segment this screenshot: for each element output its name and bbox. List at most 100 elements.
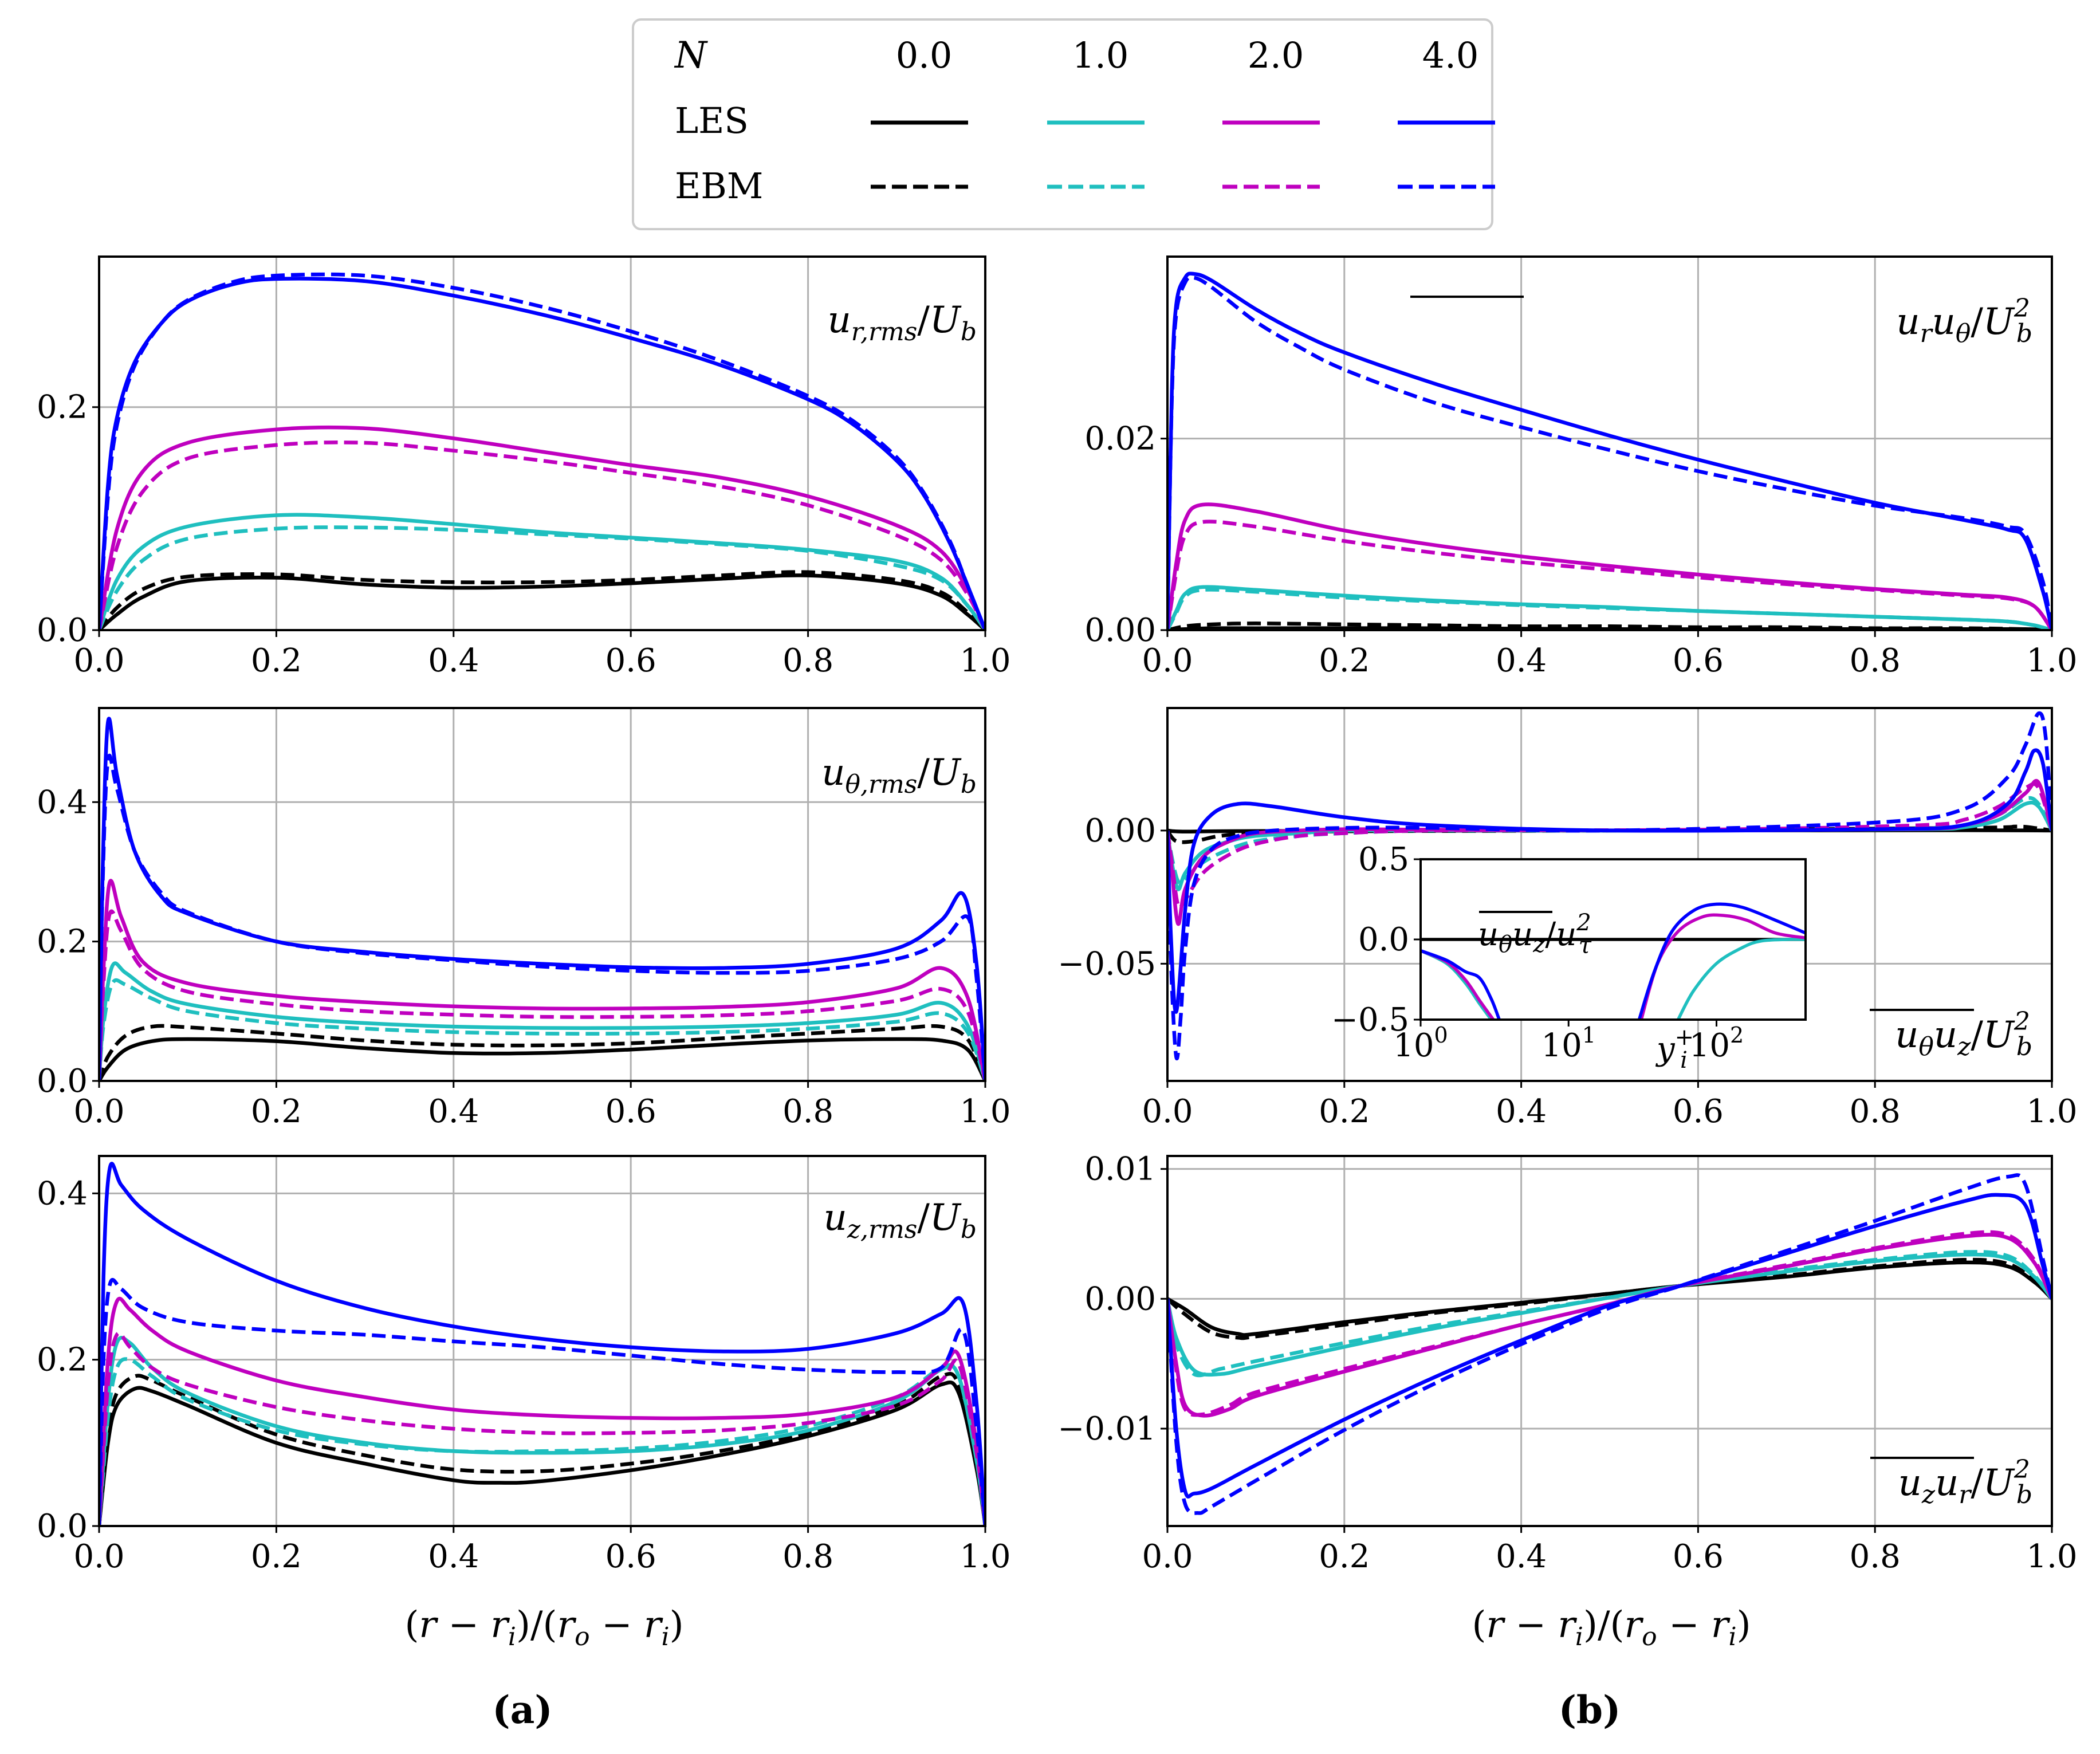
series-ebm-n-4-0 xyxy=(1167,275,2052,630)
x-tick-label: 0.2 xyxy=(1319,1093,1370,1130)
x-tick-label: 0.4 xyxy=(1496,642,1547,679)
series-ebm-n-4-0 xyxy=(99,272,985,630)
panel-b-uz-ur: 0.0 0.2 0.4 0.6 0.8 1.0 −0.01 0.00 0.01 xyxy=(1057,1151,2077,1575)
x-tick-label: 0.2 xyxy=(1319,1538,1370,1575)
x-tick-label: 1.0 xyxy=(959,1538,1010,1575)
x-tick-label: 0.2 xyxy=(251,642,302,679)
x-tick-label: 0.8 xyxy=(1850,642,1901,679)
axes-frame xyxy=(1166,1155,2053,1527)
series-les-n-0-0 xyxy=(99,1381,985,1526)
x-tick-label: 0.8 xyxy=(1850,1093,1901,1130)
svg-text:uruθ/U2b: uruθ/U2 b xyxy=(1896,294,2032,348)
series-les-n-4-0-near-wall xyxy=(1421,949,1501,1020)
series-les-n-1-0 xyxy=(99,961,985,1081)
title-inset: uθuz/u2 τ xyxy=(1478,910,1592,959)
inset-utheta-uz-wall-units: 100 101 102 −0.5 0.0 0.5 xyxy=(1331,841,1807,1064)
y-tick-label: 0.2 xyxy=(37,389,88,426)
series-ebm-n-4-0 xyxy=(1167,1173,2052,1515)
series-ebm-n-2-0 xyxy=(99,909,985,1081)
x-tick-label: 0.6 xyxy=(1673,1093,1724,1130)
title-utheta-uz: uθuz/U2 b xyxy=(1870,1007,2032,1061)
x-tick-label: 0.8 xyxy=(782,642,833,679)
x-tick-label: 0.2 xyxy=(251,1538,302,1575)
x-tick-label: 0.0 xyxy=(73,1093,124,1130)
y-tick-label: 0.0 xyxy=(37,1063,88,1100)
series-ebm-n-0-0 xyxy=(99,1371,985,1526)
legend-value-3: 4.0 xyxy=(1422,34,1479,76)
x-tick-label: 0.2 xyxy=(1319,642,1370,679)
y-tick-label: 0.5 xyxy=(1358,841,1409,878)
title-ur-utheta: uruθ/U2 b xyxy=(1410,294,2032,348)
y-tick-label: 0.4 xyxy=(37,1175,88,1212)
series-les-n-4-0 xyxy=(1167,272,2052,630)
legend: N 0.0 1.0 2.0 4.0 LES EBM xyxy=(632,18,1495,230)
panel-a-utheta-rms: 0.0 0.2 0.4 0.6 0.8 1.0 0.0 0.2 0.4 xyxy=(37,707,1011,1130)
x-tick-label: 0.6 xyxy=(1673,1538,1724,1575)
series-les-n-4-0-outer xyxy=(1637,902,1806,1020)
x-tick-label: 0.6 xyxy=(605,1093,656,1130)
x-tick-label: 0.6 xyxy=(605,1538,656,1575)
series-ebm-n-4-0 xyxy=(1167,711,2052,1061)
xlabel-right: (r − ri)/(ro − ri) xyxy=(1472,1604,1751,1651)
legend-param-label: N xyxy=(674,34,708,77)
x-tick-label: 1.0 xyxy=(959,1093,1010,1130)
panel-a-uz-rms: 0.0 0.2 0.4 0.6 0.8 1.0 0.0 0.2 0.4 xyxy=(37,1155,1011,1575)
y-tick-label: 0.00 xyxy=(1084,612,1156,649)
x-tick-label: 0.6 xyxy=(605,642,656,679)
series-les-n-4-0 xyxy=(1167,748,2052,1014)
x-tick-label: 0.8 xyxy=(1850,1538,1901,1575)
y-tick-label: 0.2 xyxy=(37,1342,88,1379)
y-tick-label: −0.5 xyxy=(1331,1001,1409,1039)
series-ebm-n-0-0 xyxy=(99,1024,985,1081)
title-uz-ur: uzur/U2 b xyxy=(1870,1455,2032,1509)
y-tick-label: 0.00 xyxy=(1084,1280,1156,1318)
series-ebm-n-0-0 xyxy=(1167,622,2052,630)
series-les-n-1-0-outer xyxy=(1677,938,1806,1020)
title-ur-rms: ur,rms/Ub xyxy=(828,299,977,347)
series-les-n-1-0 xyxy=(1167,1252,2052,1377)
series-les-n-4-0 xyxy=(1167,1193,2052,1499)
x-tick-label: 1.0 xyxy=(2026,642,2077,679)
x-tick-label: 0.8 xyxy=(782,1093,833,1130)
series-ebm-n-2-0 xyxy=(1167,1230,2052,1417)
series-les-n-0-0 xyxy=(99,1037,985,1081)
title-uz-rms: uz,rms/Ub xyxy=(824,1197,977,1244)
series-ebm-n-2-0 xyxy=(99,1331,985,1526)
series-ebm-n-1-0 xyxy=(1167,1250,2052,1378)
title-utheta-rms: uθ,rms/Ub xyxy=(821,752,977,799)
y-tick-label: 0.01 xyxy=(1084,1151,1156,1188)
panel-b-ur-utheta: 0.0 0.2 0.4 0.6 0.8 1.0 0.00 0.02 xyxy=(1084,255,2078,679)
x-tick-label: 0.8 xyxy=(782,1538,833,1575)
x-tick-label: 0.4 xyxy=(1496,1538,1547,1575)
series-ebm-n-0-0 xyxy=(99,570,985,630)
axes-frame xyxy=(1166,707,2053,1082)
series-les-n-2-0 xyxy=(99,879,985,1081)
x-tick-label: 102 xyxy=(1689,1022,1744,1064)
svg-text:uzur/U2b: uzur/U2 b xyxy=(1898,1455,2032,1509)
panel-a-ur-rms: 0.0 0.2 0.4 0.6 0.8 1.0 0.0 0.2 xyxy=(37,255,1011,679)
y-tick-label: 0.4 xyxy=(37,784,88,821)
x-tick-label: 0.0 xyxy=(73,1538,124,1575)
y-tick-label: 0.00 xyxy=(1084,812,1156,850)
svg-text:uθuz/u2τ: uθuz/u2 τ xyxy=(1478,910,1592,959)
x-tick-label: 0.4 xyxy=(1496,1093,1547,1130)
x-tick-label: 1.0 xyxy=(959,642,1010,679)
series-ebm-n-4-0 xyxy=(99,753,985,1081)
y-tick-label: −0.01 xyxy=(1057,1410,1156,1448)
series-les-n-2-0 xyxy=(99,425,985,630)
y-tick-label: 0.0 xyxy=(37,1508,88,1545)
series-ebm-n-2-0 xyxy=(99,441,985,630)
series-ebm-n-4-0 xyxy=(99,1278,985,1526)
axes-frame xyxy=(1166,255,2053,631)
axes-frame xyxy=(98,1155,986,1527)
x-tick-label: 0.0 xyxy=(1142,1538,1193,1575)
x-tick-label: 0.2 xyxy=(251,1093,302,1130)
y-tick-label: 0.2 xyxy=(37,923,88,961)
x-tick-label: 0.0 xyxy=(73,642,124,679)
x-tick-label: 0.4 xyxy=(428,642,479,679)
x-tick-label: 100 xyxy=(1393,1022,1448,1064)
inset-xlabel: y+ i xyxy=(1655,1024,1694,1073)
y-tick-label: 0.0 xyxy=(1358,921,1409,958)
series-ebm-n-1-0 xyxy=(1167,588,2052,630)
